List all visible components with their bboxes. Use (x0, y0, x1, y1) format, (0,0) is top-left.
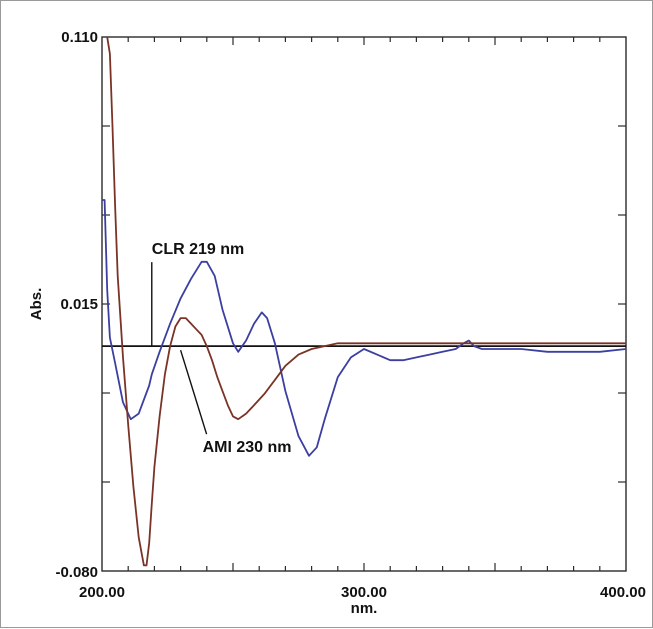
annotations: CLR 219 nm AMI 230 nm (151, 241, 292, 456)
spectrum-series-1-line (102, 199, 627, 457)
ami-annotation-pointer (179, 349, 208, 435)
y-axis-label: Abs. (28, 288, 45, 321)
ami-annotation-label: AMI 230 nm (203, 439, 292, 456)
series-layer (102, 36, 627, 567)
x-tick-label-left: 200.00 (79, 584, 125, 601)
y-tick-label-middle: 0.015 (60, 296, 98, 313)
plot-area-border (101, 36, 627, 572)
x-tick-label-middle: 300.00 (341, 584, 387, 601)
axis-ticks (102, 37, 626, 571)
y-tick-label-bottom: -0.080 (55, 564, 98, 581)
y-tick-label-top: 0.110 (61, 29, 98, 46)
x-tick-label-right: 400.00 (600, 584, 646, 601)
spectrum-series-2-line (106, 36, 626, 567)
clr-annotation-label: CLR 219 nm (152, 241, 244, 258)
x-axis-label: nm. (351, 600, 378, 617)
